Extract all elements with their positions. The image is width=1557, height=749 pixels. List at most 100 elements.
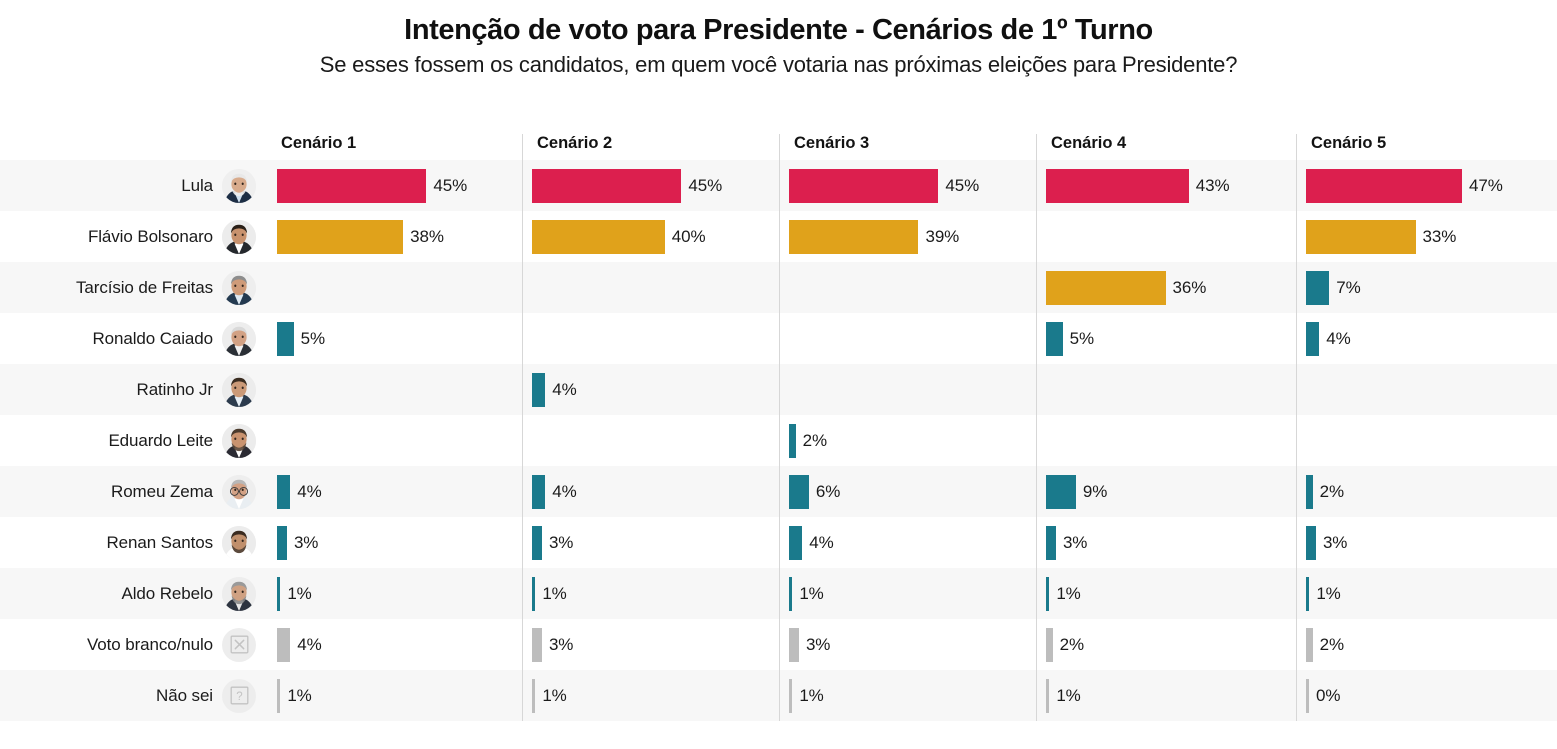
- bar-cell: 39%: [779, 211, 1036, 262]
- bar-cell: 45%: [267, 160, 522, 211]
- bar-value-label: 7%: [1336, 277, 1361, 297]
- candidate-name: Eduardo Leite: [108, 430, 213, 450]
- table-row: Voto branco/nulo 4% 3% 3% 2% 2%: [0, 619, 1557, 670]
- bar-cell: [522, 415, 779, 466]
- bar-value-label: 4%: [297, 634, 322, 654]
- bar: [1046, 474, 1076, 509]
- bar-value-label: 1%: [799, 685, 824, 705]
- svg-text:?: ?: [236, 691, 242, 703]
- bar-cell: 3%: [267, 517, 522, 568]
- bar-value-label: 1%: [1056, 583, 1081, 603]
- data-rows: Lula 45% 45% 45% 43% 47% Flávio Bolsonaro 38%…: [0, 160, 1557, 721]
- bar: [789, 525, 803, 560]
- candidate-name: Romeu Zema: [111, 481, 213, 501]
- bar-value-label: 3%: [805, 634, 831, 654]
- table-row: Eduardo Leite 2%: [0, 415, 1557, 466]
- column-header-scenario-1: Cenário 1: [281, 134, 357, 152]
- bar: [1306, 168, 1463, 203]
- bar-cell: 1%: [779, 670, 1036, 721]
- table-row: Lula 45% 45% 45% 43% 47%: [0, 160, 1557, 211]
- bar-value-label: 2%: [1319, 481, 1344, 501]
- bar-value-label: 1%: [542, 583, 567, 603]
- bar-value-label: 1%: [287, 583, 312, 603]
- bar-value-label: 39%: [925, 226, 960, 246]
- bar-value-label: 5%: [300, 328, 325, 348]
- bar-value-label: 1%: [1056, 685, 1081, 705]
- bar: [789, 678, 793, 713]
- bar-value-label: 0%: [1316, 685, 1341, 705]
- bar-value-label: 40%: [671, 226, 706, 246]
- bar-cell: 1%: [522, 670, 779, 721]
- bar-value-label: 3%: [1322, 532, 1348, 552]
- bar-cell: 4%: [267, 466, 522, 517]
- avatar: [222, 270, 256, 305]
- bar: [1046, 627, 1053, 662]
- bar: [789, 219, 919, 254]
- column-header-scenario-2: Cenário 2: [522, 134, 779, 160]
- bar: [277, 576, 281, 611]
- bar-cell: [1036, 364, 1296, 415]
- candidate-name: Renan Santos: [106, 532, 213, 552]
- column-header-row: Cenário 1 Cenário 2 Cenário 3 Cenário 4 Cená…: [0, 115, 1557, 160]
- table-row: Não sei ? 1% 1% 1% 1% 0%: [0, 670, 1557, 721]
- bar-cell: 3%: [522, 517, 779, 568]
- bar: [789, 627, 799, 662]
- bar-value-label: 4%: [297, 481, 322, 501]
- bar-value-label: 1%: [1316, 583, 1341, 603]
- bar-cell: 3%: [1036, 517, 1296, 568]
- bar-value-label: 2%: [802, 430, 827, 450]
- bar-value-label: 36%: [1172, 277, 1207, 297]
- table-row: Romeu Zema 4% 4% 6% 9% 2%: [0, 466, 1557, 517]
- bar: [532, 678, 536, 713]
- bar-cell: 47%: [1296, 160, 1557, 211]
- row-label-cell: Eduardo Leite: [0, 415, 267, 466]
- bar-cell: 4%: [522, 364, 779, 415]
- bar: [277, 678, 281, 713]
- bar: [1306, 678, 1309, 713]
- question-square-icon: ?: [222, 678, 256, 713]
- bar-cell: 45%: [522, 160, 779, 211]
- bar: [1046, 270, 1166, 305]
- bar-value-label: 1%: [287, 685, 312, 705]
- bar: [277, 474, 291, 509]
- row-label-cell: Ronaldo Caiado: [0, 313, 267, 364]
- bar: [277, 321, 294, 356]
- bar: [277, 525, 287, 560]
- bar-cell: 2%: [1296, 619, 1557, 670]
- candidate-name: Flávio Bolsonaro: [87, 226, 213, 246]
- bar-cell: 0%: [1296, 670, 1557, 721]
- x-square-icon: [222, 627, 256, 662]
- bar: [1046, 168, 1189, 203]
- candidate-name: Não sei: [156, 685, 213, 705]
- bar-cell: 4%: [522, 466, 779, 517]
- bar-cell: 3%: [522, 619, 779, 670]
- bar-cell: [267, 262, 522, 313]
- table-row: Flávio Bolsonaro 38% 40% 39% 33%: [0, 211, 1557, 262]
- bar-cell: 40%: [522, 211, 779, 262]
- bar-cell: 33%: [1296, 211, 1557, 262]
- row-label-cell: Renan Santos: [0, 517, 267, 568]
- avatar: [222, 219, 256, 254]
- row-label-cell: Voto branco/nulo: [0, 619, 267, 670]
- avatar: [222, 576, 256, 611]
- bar-value-label: 3%: [548, 532, 574, 552]
- bar-cell: 1%: [1296, 568, 1557, 619]
- column-header-scenario-3: Cenário 3: [779, 134, 1036, 160]
- bar-value-label: 1%: [799, 583, 824, 603]
- bar: [532, 219, 665, 254]
- bar-value-label: 45%: [433, 175, 468, 195]
- bar-cell: 1%: [779, 568, 1036, 619]
- bar-value-label: 4%: [552, 481, 577, 501]
- bar-cell: 38%: [267, 211, 522, 262]
- bar-value-label: 5%: [1069, 328, 1094, 348]
- bar: [789, 474, 809, 509]
- column-header-scenario-5: Cenário 5: [1296, 134, 1557, 160]
- bar-cell: 1%: [1036, 670, 1296, 721]
- row-label-cell: Não sei ?: [0, 670, 267, 721]
- bar-cell: 6%: [779, 466, 1036, 517]
- bar-cell: 3%: [779, 619, 1036, 670]
- bar-cell: [522, 313, 779, 364]
- bar-value-label: 6%: [815, 481, 841, 501]
- bar-value-label: 2%: [1319, 634, 1344, 654]
